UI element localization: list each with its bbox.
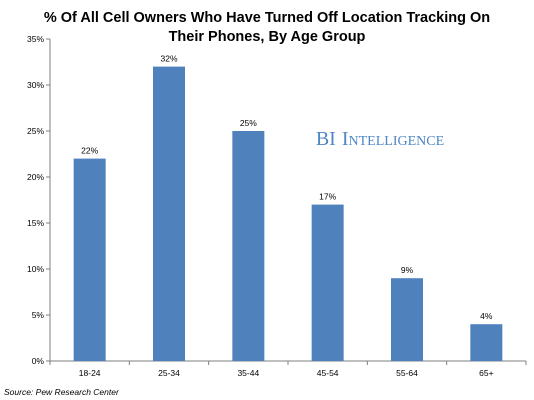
y-tick-label: 0% [32, 356, 45, 366]
watermark-i2: I [342, 128, 349, 150]
bi-intelligence-watermark: BI INTELLIGENCE [316, 128, 444, 150]
bar-series [73, 66, 503, 361]
x-tick-label: 35-44 [237, 368, 259, 378]
x-tick-label: 45-54 [317, 368, 339, 378]
chart-title-line-2: Their Phones, By Age Group [169, 29, 366, 45]
y-tick-label: 35% [27, 34, 44, 44]
data-label: 25% [240, 118, 257, 128]
y-tick-label: 10% [27, 264, 44, 274]
data-label: 22% [81, 146, 98, 156]
y-tick-label: 15% [27, 218, 44, 228]
x-axis: 18-24 25-34 35-44 45-54 55-64 65+ [49, 360, 527, 378]
bar-25-34 [153, 66, 185, 361]
y-tick-label: 30% [27, 80, 44, 90]
y-axis: 0% 5% 10% 15% 20% 25% 30% 35% [27, 34, 51, 366]
watermark-small: NTELLIGENCE [349, 134, 445, 149]
y-tick-label: 20% [27, 172, 44, 182]
watermark-i1: I [329, 128, 336, 150]
bar-55-64 [391, 278, 423, 361]
x-tick-label: 55-64 [396, 368, 418, 378]
bar-45-54 [311, 204, 344, 361]
data-label: 9% [401, 265, 414, 275]
chart-title: % Of All Cell Owners Who Have Turned Off… [44, 10, 490, 45]
x-tick-label: 65+ [479, 368, 493, 378]
bar-18-24 [73, 158, 106, 361]
data-labels: 22% 32% 25% 17% 9% 4% [81, 54, 493, 322]
y-tick-label: 5% [32, 310, 45, 320]
x-tick-label: 18-24 [79, 368, 101, 378]
y-tick-label: 25% [27, 126, 44, 136]
chart-title-line-1: % Of All Cell Owners Who Have Turned Off… [44, 10, 490, 26]
watermark-b: B [316, 128, 329, 150]
data-label: 17% [319, 192, 336, 202]
x-tick-label: 25-34 [158, 368, 180, 378]
bar-35-44 [232, 131, 265, 361]
data-label: 32% [160, 54, 177, 64]
data-label: 4% [480, 311, 493, 321]
bar-65+ [470, 324, 503, 361]
source-note: Source: Pew Research Center [4, 387, 120, 397]
